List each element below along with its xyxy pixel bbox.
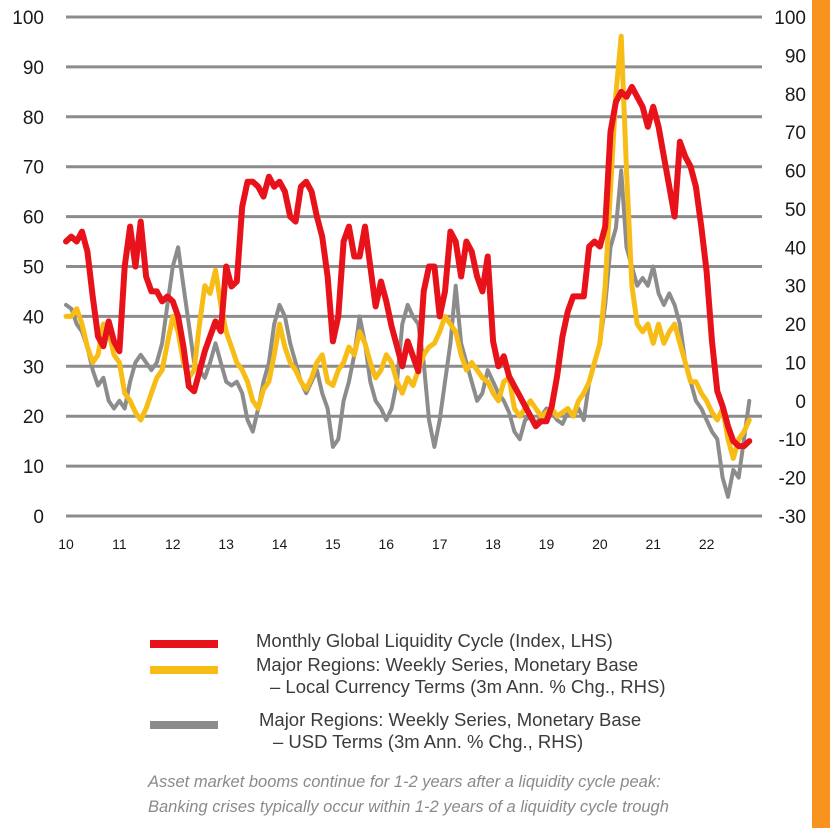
- right-tick-label--30: -30: [779, 507, 806, 528]
- x-tick-label-21: 21: [645, 536, 661, 552]
- left-axis: 0 10 20 30 40 50 60 70 80 90 100: [12, 8, 44, 528]
- legend-label-local-currency-line1: Major Regions: Weekly Series, Monetary B…: [256, 654, 639, 675]
- red-line-swatch: [150, 640, 218, 648]
- right-tick-label-70: 70: [785, 123, 806, 144]
- usd-terms-line: [64, 168, 752, 499]
- left-tick-label-100: 100: [12, 8, 44, 29]
- right-tick-label-80: 80: [785, 85, 806, 106]
- x-axis: 10 11 12 13 14 15 16 17 18 19 20 21 22: [58, 536, 714, 552]
- x-tick-label-11: 11: [112, 536, 127, 552]
- legend-label-usd-line2: – USD Terms (3m Ann. % Chg., RHS): [273, 731, 584, 752]
- right-tick-label-10: 10: [785, 353, 806, 374]
- right-tick-label-100: 100: [774, 8, 806, 29]
- right-tick-label-30: 30: [785, 277, 806, 298]
- left-tick-label-20: 20: [23, 407, 44, 428]
- series-group: [63, 33, 753, 499]
- x-tick-label-16: 16: [379, 536, 395, 552]
- left-tick-label-10: 10: [23, 457, 44, 478]
- x-tick-label-19: 19: [539, 536, 555, 552]
- right-tick-label-20: 20: [785, 315, 806, 336]
- left-tick-label-30: 30: [23, 357, 44, 378]
- left-tick-label-60: 60: [23, 208, 44, 229]
- legend-label-liquidity-cycle: Monthly Global Liquidity Cycle (Index, L…: [256, 630, 613, 651]
- x-tick-label-17: 17: [432, 536, 448, 552]
- left-tick-label-80: 80: [23, 108, 44, 129]
- left-tick-label-90: 90: [23, 58, 44, 79]
- x-tick-label-22: 22: [699, 536, 715, 552]
- liquidity-cycle-line: [63, 83, 753, 450]
- x-tick-label-12: 12: [165, 536, 181, 552]
- x-tick-label-14: 14: [272, 536, 288, 552]
- x-tick-label-10: 10: [58, 536, 74, 552]
- grid-lines: [66, 15, 762, 518]
- local-currency-line: [63, 33, 752, 461]
- right-tick-label-90: 90: [785, 46, 806, 67]
- yellow-line-swatch: [150, 666, 218, 674]
- right-tick-label-0: 0: [795, 392, 806, 413]
- right-tick-label-50: 50: [785, 200, 806, 221]
- legend-label-local-currency-line2: – Local Currency Terms (3m Ann. % Chg., …: [270, 676, 666, 697]
- left-tick-label-0: 0: [33, 507, 44, 528]
- liquidity-chart: 0 10 20 30 40 50 60 70 80 90 100 -30 -20 -10 0 10 20 30 4…: [12, 8, 806, 552]
- legend-label-local-currency: Major Regions: Weekly Series, Monetary B…: [256, 654, 666, 698]
- right-tick-label--20: -20: [779, 469, 806, 490]
- x-tick-label-13: 13: [218, 536, 234, 552]
- right-tick-label-40: 40: [785, 238, 806, 259]
- legend-label-usd-line1: Major Regions: Weekly Series, Monetary B…: [259, 709, 642, 730]
- x-tick-label-15: 15: [325, 536, 341, 552]
- x-tick-label-20: 20: [592, 536, 608, 552]
- x-tick-label-18: 18: [485, 536, 501, 552]
- caption-line-2: Banking crises typically occur within 1-…: [148, 798, 669, 816]
- right-tick-label-60: 60: [785, 162, 806, 183]
- right-tick-label--10: -10: [779, 430, 806, 451]
- right-axis: -30 -20 -10 0 10 20 30 40 50 60 70 80 90 100: [774, 8, 806, 528]
- left-tick-label-50: 50: [23, 258, 44, 279]
- legend: Monthly Global Liquidity Cycle (Index, L…: [0, 600, 812, 770]
- caption: Asset market booms continue for 1-2 year…: [148, 770, 808, 820]
- left-tick-label-40: 40: [23, 307, 44, 328]
- caption-line-1: Asset market booms continue for 1-2 year…: [148, 773, 661, 791]
- gray-line-swatch: [150, 721, 218, 729]
- orange-accent-bar: [812, 0, 830, 828]
- left-tick-label-70: 70: [23, 158, 44, 179]
- legend-label-usd: Major Regions: Weekly Series, Monetary B…: [259, 709, 641, 753]
